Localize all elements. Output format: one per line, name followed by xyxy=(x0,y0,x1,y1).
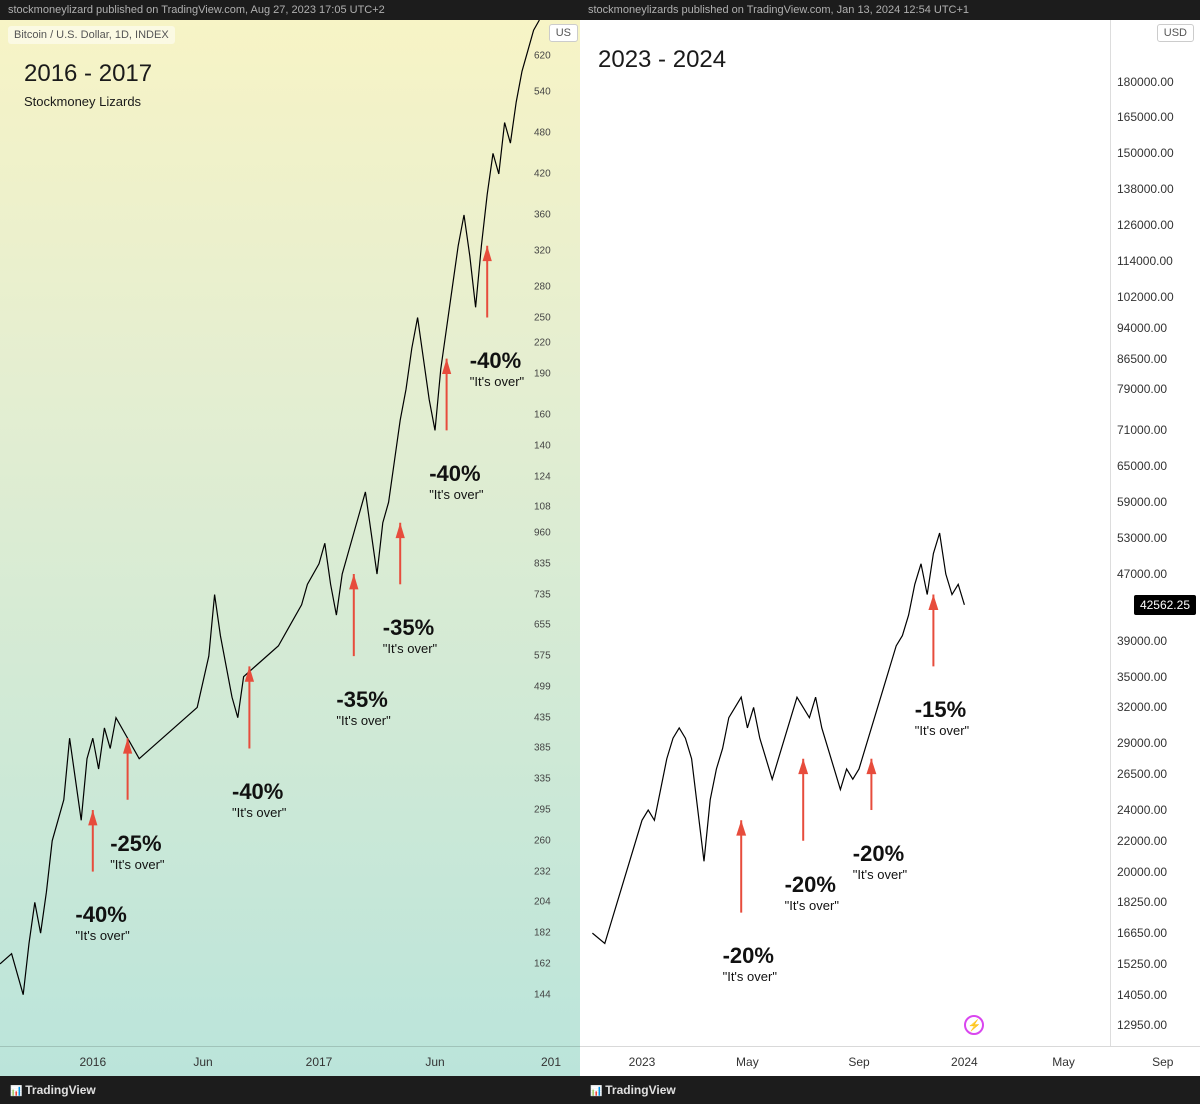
x-tick-label: 2017 xyxy=(306,1055,333,1069)
x-tick-label: 2016 xyxy=(79,1055,106,1069)
drawdown-annotation: -20%"It's over" xyxy=(723,943,777,984)
drawdown-annotation: -35%"It's over" xyxy=(336,687,390,728)
x-tick-label: May xyxy=(736,1055,759,1069)
drawdown-annotation: -40%"It's over" xyxy=(232,779,286,820)
arrow-icon xyxy=(580,20,1200,1046)
left-title-block: 2016 - 2017 Stockmoney Lizards xyxy=(24,60,152,109)
drawdown-pct: -20% xyxy=(785,872,839,898)
x-tick-label: Jun xyxy=(425,1055,444,1069)
x-tick-label: 2023 xyxy=(629,1055,656,1069)
tradingview-logo: TradingView xyxy=(590,1083,676,1097)
drawdown-quote: "It's over" xyxy=(336,713,390,728)
drawdown-annotation: -20%"It's over" xyxy=(785,872,839,913)
x-tick-label: Sep xyxy=(848,1055,869,1069)
right-footer: TradingView xyxy=(580,1076,1200,1104)
drawdown-annotation: -40%"It's over" xyxy=(75,902,129,943)
drawdown-pct: -40% xyxy=(75,902,129,928)
drawdown-pct: -35% xyxy=(336,687,390,713)
x-tick-label: May xyxy=(1052,1055,1075,1069)
arrow-icon xyxy=(0,20,580,1046)
usd-badge-left[interactable]: US xyxy=(549,24,578,42)
drawdown-quote: "It's over" xyxy=(723,969,777,984)
left-chart-panel: stockmoneylizard published on TradingVie… xyxy=(0,0,580,1104)
drawdown-pct: -40% xyxy=(429,461,483,487)
right-chart-panel: stockmoneylizards published on TradingVi… xyxy=(580,0,1200,1104)
drawdown-pct: -20% xyxy=(853,841,907,867)
drawdown-pct: -15% xyxy=(915,697,969,723)
x-tick-label: Jun xyxy=(193,1055,212,1069)
drawdown-quote: "It's over" xyxy=(232,805,286,820)
drawdown-quote: "It's over" xyxy=(470,374,524,389)
right-chart-area[interactable]: USD 2023 - 2024 180000.00165000.00150000… xyxy=(580,20,1200,1046)
right-title: 2023 - 2024 xyxy=(598,46,726,74)
x-tick-label: Sep xyxy=(1152,1055,1173,1069)
drawdown-quote: "It's over" xyxy=(429,487,483,502)
drawdown-annotation: -40%"It's over" xyxy=(470,348,524,389)
right-header-bar: stockmoneylizards published on TradingVi… xyxy=(580,0,1200,20)
left-subtitle: Stockmoney Lizards xyxy=(24,94,152,109)
left-header-text: stockmoneylizard published on TradingVie… xyxy=(8,4,385,16)
right-x-axis: 2023 May Sep 2024 May Sep xyxy=(580,1046,1200,1076)
drawdown-annotation: -40%"It's over" xyxy=(429,461,483,502)
right-header-text: stockmoneylizards published on TradingVi… xyxy=(588,4,969,16)
drawdown-pct: -20% xyxy=(723,943,777,969)
left-chart-area[interactable]: Bitcoin / U.S. Dollar, 1D, INDEX US 2016… xyxy=(0,20,580,1046)
tradingview-logo: TradingView xyxy=(10,1083,96,1097)
drawdown-pct: -40% xyxy=(232,779,286,805)
left-x-axis: 2016 Jun 2017 Jun 201 xyxy=(0,1046,580,1076)
left-footer: TradingView xyxy=(0,1076,580,1104)
chart-comparison-container: stockmoneylizard published on TradingVie… xyxy=(0,0,1200,1104)
drawdown-quote: "It's over" xyxy=(383,641,437,656)
drawdown-pct: -40% xyxy=(470,348,524,374)
drawdown-quote: "It's over" xyxy=(75,928,129,943)
left-header-bar: stockmoneylizard published on TradingVie… xyxy=(0,0,580,20)
drawdown-quote: "It's over" xyxy=(853,867,907,882)
drawdown-quote: "It's over" xyxy=(915,723,969,738)
drawdown-quote: "It's over" xyxy=(785,898,839,913)
right-title-block: 2023 - 2024 xyxy=(598,46,726,78)
drawdown-annotation: -25%"It's over" xyxy=(110,831,164,872)
drawdown-quote: "It's over" xyxy=(110,857,164,872)
left-title: 2016 - 2017 xyxy=(24,60,152,88)
drawdown-annotation: -20%"It's over" xyxy=(853,841,907,882)
drawdown-pct: -25% xyxy=(110,831,164,857)
x-tick-label: 2024 xyxy=(951,1055,978,1069)
current-price-badge: 42562.25 xyxy=(1134,595,1196,615)
drawdown-annotation: -15%"It's over" xyxy=(915,697,969,738)
drawdown-annotation: -35%"It's over" xyxy=(383,615,437,656)
usd-badge-right[interactable]: USD xyxy=(1157,24,1194,42)
x-tick-label: 201 xyxy=(541,1055,561,1069)
drawdown-pct: -35% xyxy=(383,615,437,641)
